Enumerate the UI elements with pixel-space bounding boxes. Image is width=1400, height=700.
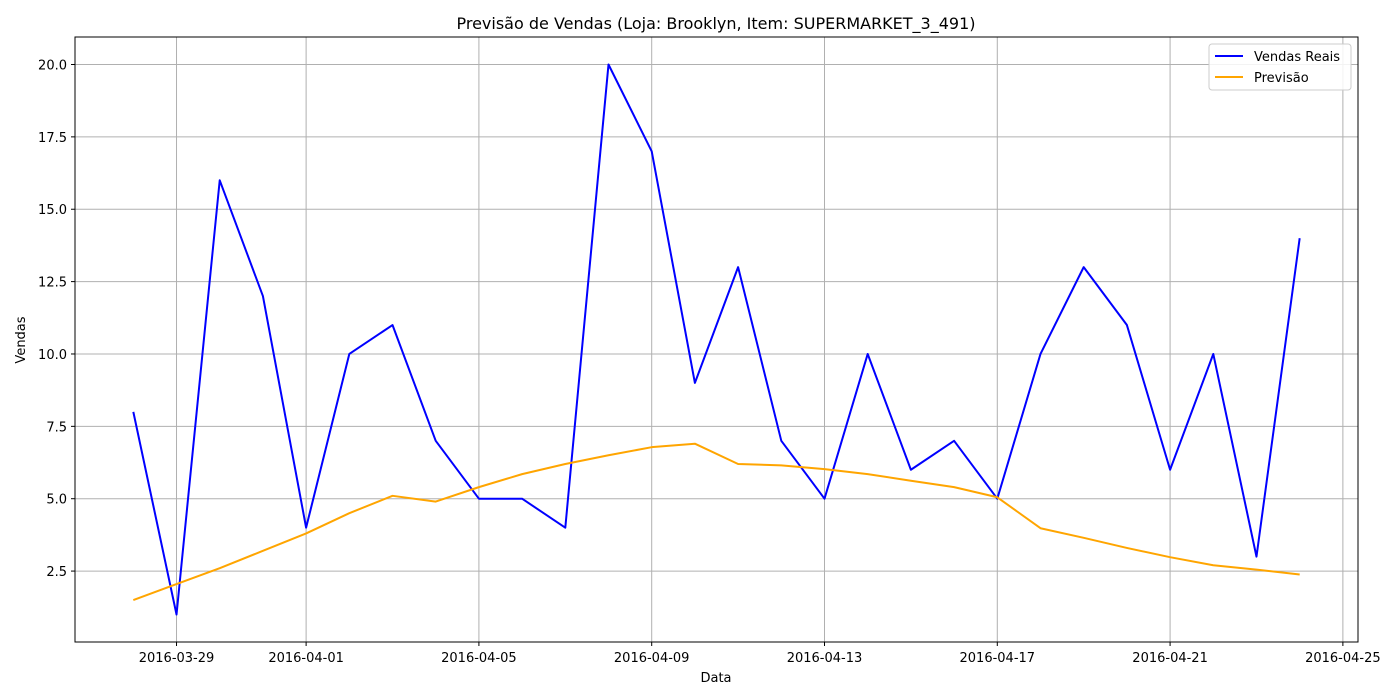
tick-layer: 2016-03-29 2016-04-01 2016-04-05 2016-04-09… <box>38 59 1381 667</box>
legend-label-previsao: Previsão <box>1254 71 1309 86</box>
x-axis-title: Data <box>700 671 731 686</box>
y-tick-label: 2.5 <box>46 565 67 580</box>
legend-box <box>1208 43 1352 91</box>
series-layer <box>132 63 1301 616</box>
y-tick-label: 5.0 <box>46 493 67 508</box>
x-tick-label: 2016-04-09 <box>614 651 690 666</box>
y-tick-label: 17.5 <box>38 131 67 146</box>
x-tick-label: 2016-04-17 <box>960 651 1036 666</box>
plot-frame <box>74 36 1359 643</box>
y-tick-label: 7.5 <box>46 420 67 435</box>
y-tick-label: 10.0 <box>38 348 67 363</box>
legend-label-vendas-reais: Vendas Reais <box>1254 50 1340 65</box>
x-tick-label: 2016-03-29 <box>139 651 215 666</box>
chart-title: Previsão de Vendas (Loja: Brooklyn, Item… <box>456 14 975 34</box>
y-tick-label: 12.5 <box>38 276 67 291</box>
y-axis-title: Vendas <box>14 316 29 363</box>
y-tick-label: 20.0 <box>38 59 67 74</box>
x-tick-label: 2016-04-01 <box>268 651 344 666</box>
x-tick-label: 2016-04-13 <box>787 651 863 666</box>
y-tick-label: 15.0 <box>38 203 67 218</box>
x-tick-label: 2016-04-25 <box>1305 651 1381 666</box>
legend: Vendas Reais Previsão <box>1208 43 1352 91</box>
series-line-previsao <box>132 442 1300 601</box>
x-tick-label: 2016-04-21 <box>1132 651 1208 666</box>
series-line-vendas-reais <box>132 63 1301 616</box>
grid-layer <box>75 37 1358 642</box>
x-tick-label: 2016-04-05 <box>441 651 517 666</box>
